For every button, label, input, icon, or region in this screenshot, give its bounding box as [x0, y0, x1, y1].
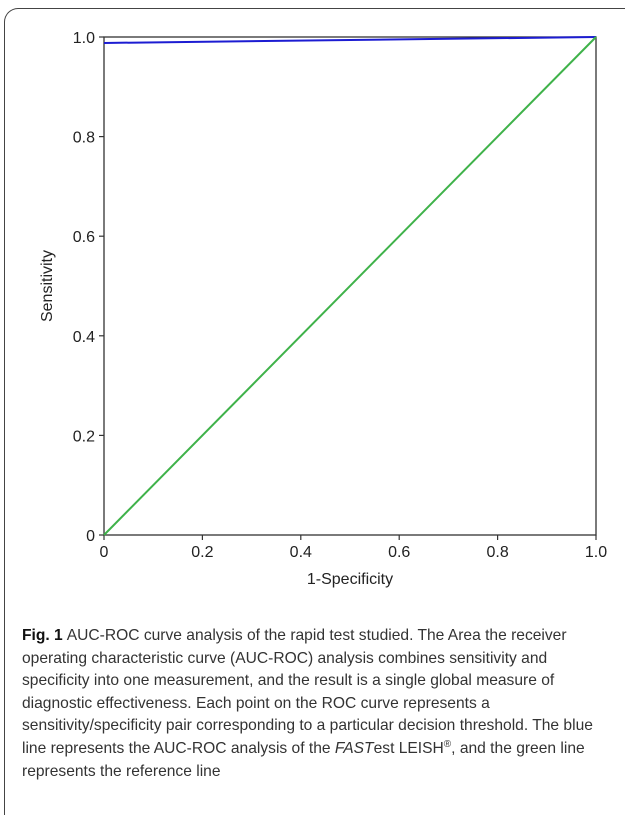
caption-text-2: est LEISH	[373, 739, 444, 757]
caption-italic: FAST	[334, 739, 374, 757]
series-line-0	[103, 36, 597, 44]
y-tick-label: 0.6	[73, 229, 95, 246]
caption-superscript: ®	[443, 738, 452, 750]
x-axis-ticks: 0 0.2 0.4 0.6 0.8 1.0	[100, 535, 607, 561]
plot-area	[103, 36, 597, 536]
x-tick-label: 0.8	[486, 544, 508, 561]
caption-label: Fig. 1	[22, 627, 63, 644]
series-line-1	[103, 36, 597, 536]
y-axis-ticks: 0 0.2 0.4 0.6 0.8 1.0	[73, 30, 104, 545]
x-axis-title: 1-Specificity	[307, 571, 393, 588]
x-tick-label: 0.2	[191, 544, 213, 561]
x-tick-label: 0.4	[290, 544, 312, 561]
x-tick-label: 0	[100, 544, 109, 561]
y-tick-label: 0.8	[73, 130, 95, 147]
figure-caption: Fig. 1 AUC-ROC curve analysis of the rapi…	[22, 625, 617, 783]
x-tick-label: 0.6	[388, 544, 410, 561]
y-tick-label: 1.0	[73, 30, 95, 47]
roc-chart: 0 0.2 0.4 0.6 0.8 1.0 0 0.2 0.4 0.6 0.8 1.0 1-Spec…	[39, 30, 607, 588]
y-tick-label: 0.2	[73, 428, 95, 445]
series-layer	[103, 36, 597, 536]
x-tick-label: 1.0	[585, 544, 607, 561]
caption-text-3: , and the green line represents the refe…	[22, 739, 585, 780]
y-tick-label: 0.4	[73, 329, 95, 346]
y-tick-label: 0	[86, 528, 95, 545]
y-axis-title: Sensitivity	[39, 250, 56, 322]
figure-frame	[4, 8, 625, 815]
caption-text-1: AUC-ROC curve analysis of the rapid test…	[22, 627, 593, 757]
